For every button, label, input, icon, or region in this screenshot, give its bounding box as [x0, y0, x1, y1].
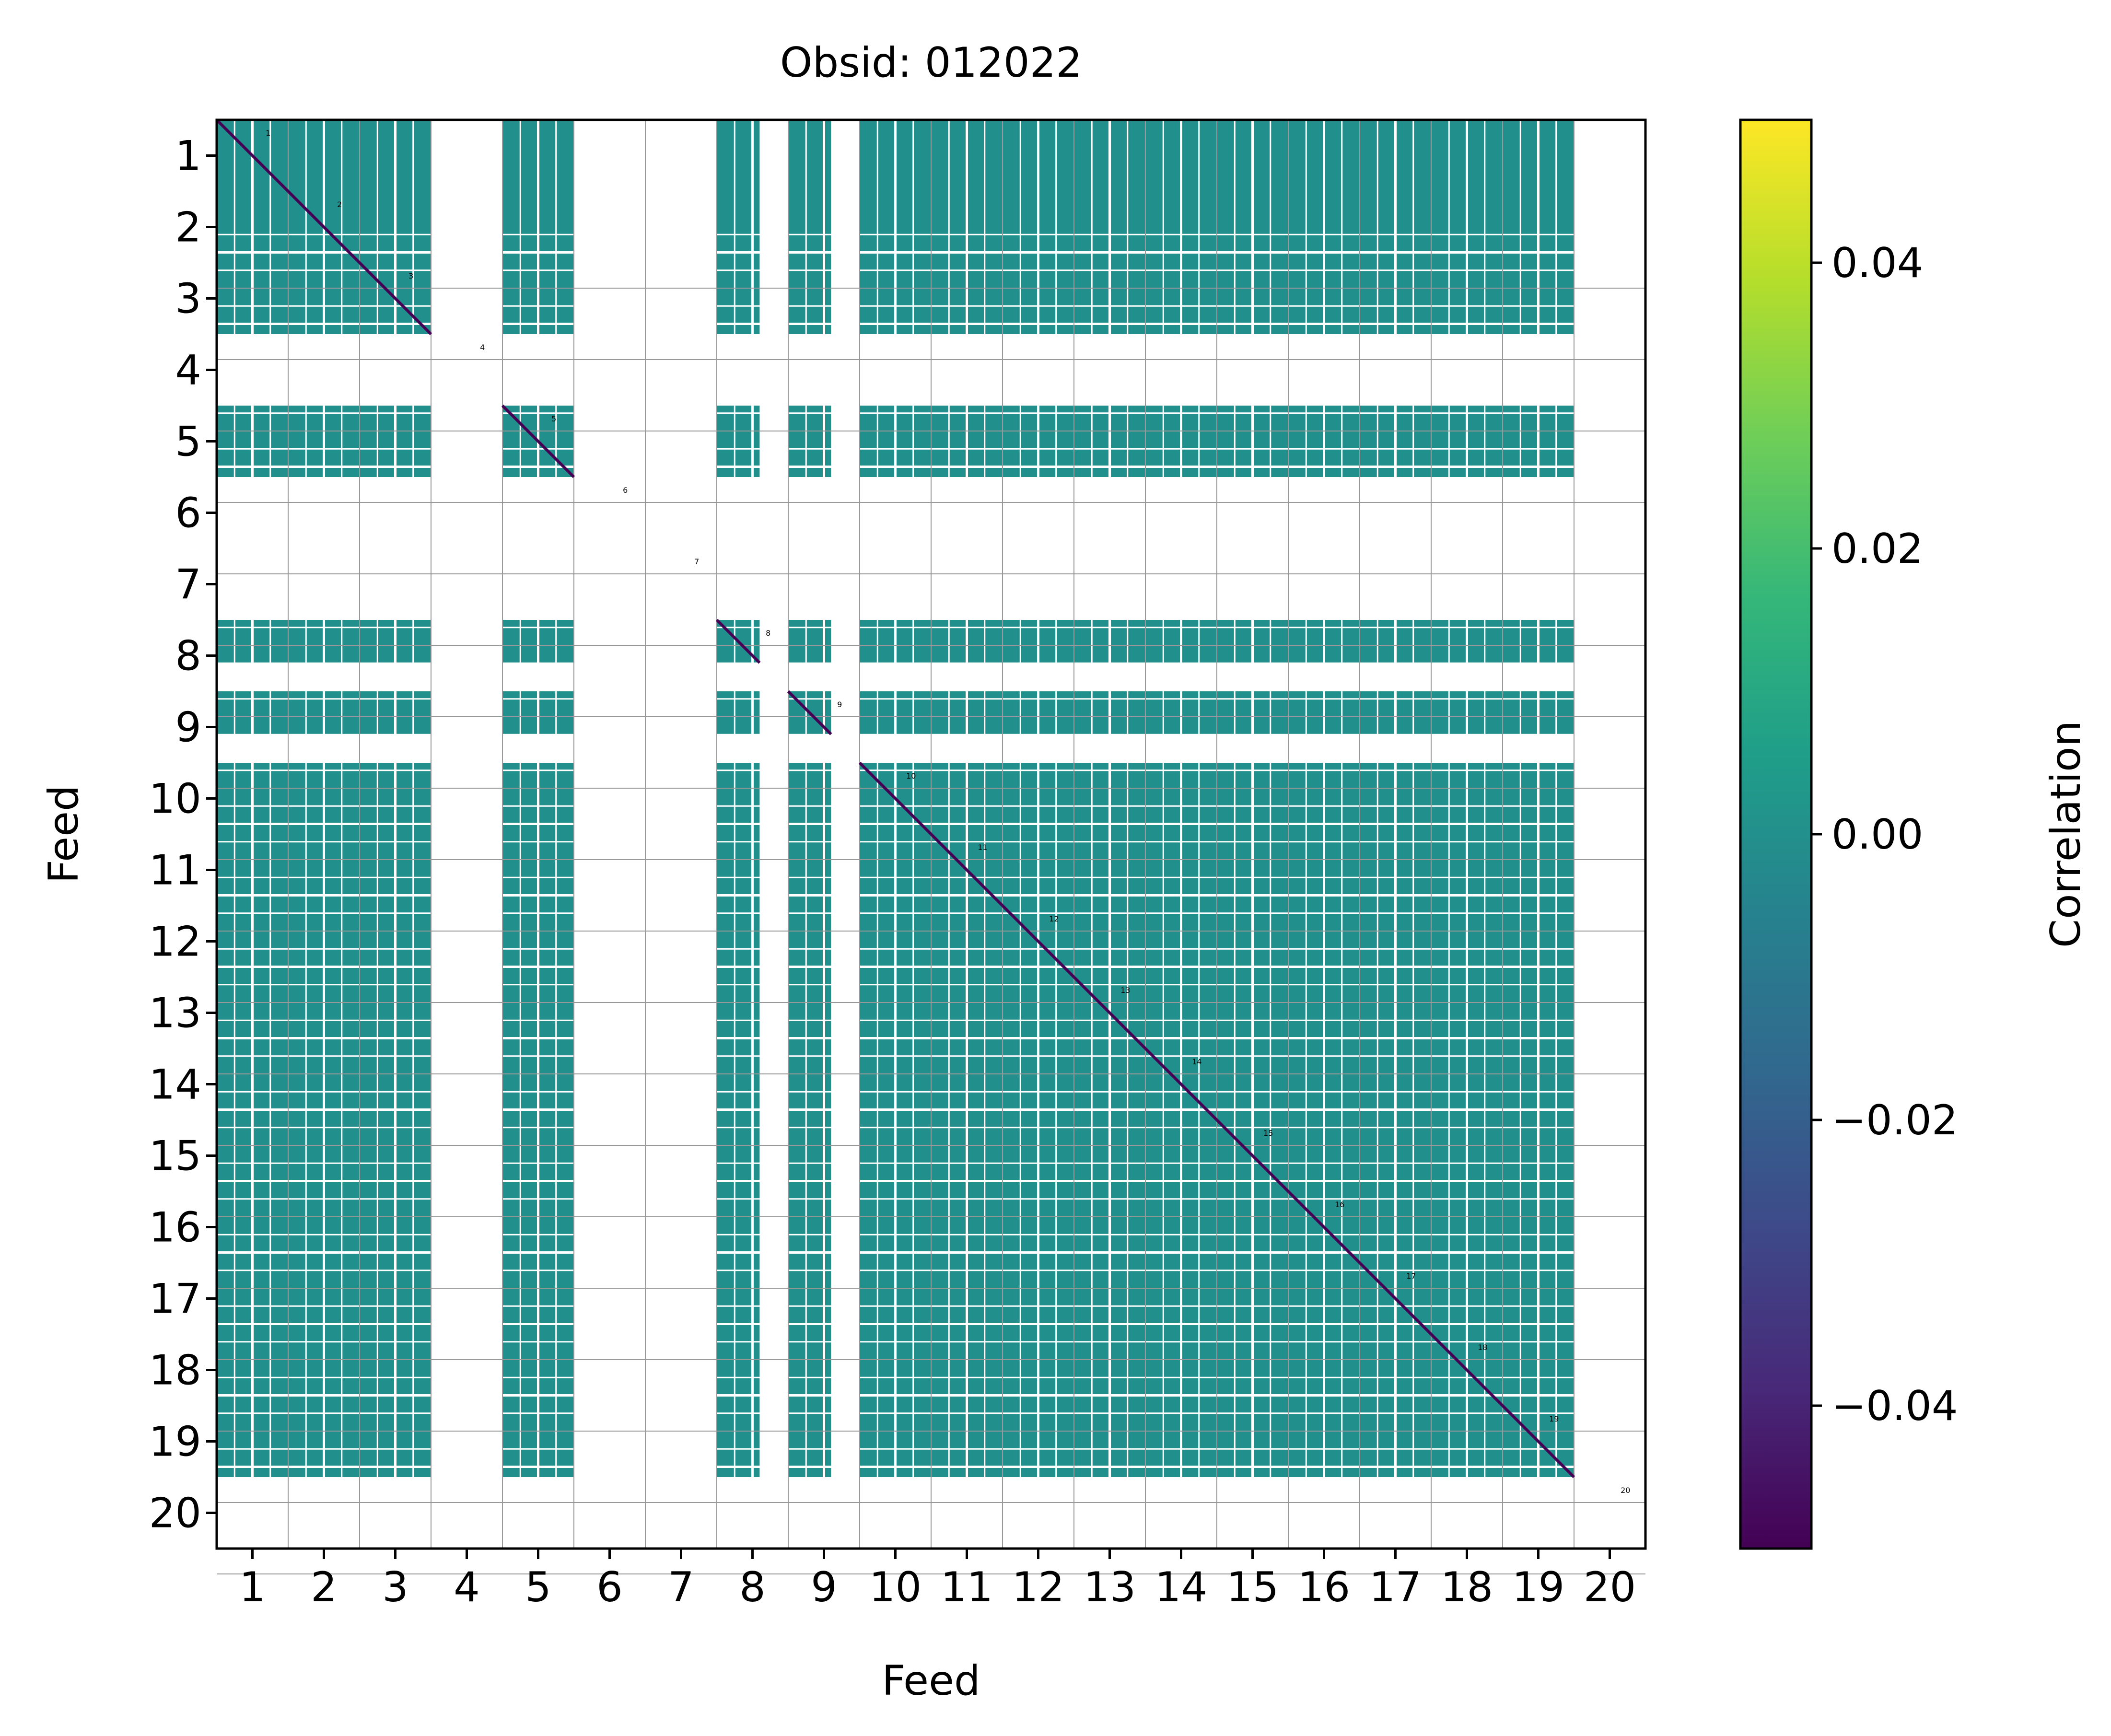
diagonal-segment-17	[1358, 1261, 1433, 1336]
feed-block-label: 19	[1549, 1414, 1559, 1423]
diagonal-segment-11	[930, 833, 1004, 907]
x-tick-label: 14	[1155, 1563, 1207, 1611]
x-tick-label: 5	[525, 1563, 551, 1611]
x-tick-label: 10	[869, 1563, 921, 1611]
diagonal-segment-12	[1001, 904, 1075, 979]
y-tick-label: 20	[149, 1490, 201, 1538]
y-tick-label: 16	[149, 1204, 201, 1252]
diagonal-segment-8	[715, 618, 761, 664]
diagonal-segment-5	[501, 404, 575, 478]
x-tick-label: 8	[739, 1563, 766, 1611]
feed-block-label: 14	[1192, 1057, 1201, 1066]
diagonal-segment-9	[787, 690, 832, 735]
x-tick-label: 13	[1084, 1563, 1136, 1611]
diagonal-segment-1	[217, 120, 290, 193]
feed-block-label: 3	[408, 271, 413, 280]
x-tick-label: 4	[454, 1563, 480, 1611]
y-tick-label: 14	[149, 1061, 201, 1109]
x-tick-label: 6	[596, 1563, 623, 1611]
colorbar-label: Correlation	[2042, 721, 2090, 948]
feed-block-label: 16	[1335, 1200, 1344, 1209]
y-tick-label: 13	[149, 990, 201, 1037]
y-tick-label: 8	[175, 632, 201, 680]
y-tick-label: 11	[149, 847, 201, 895]
feed-block-label: 1	[266, 128, 270, 138]
y-tick-label: 3	[175, 275, 201, 323]
feed-block-label: 18	[1478, 1343, 1487, 1352]
x-tick-label: 20	[1584, 1563, 1636, 1611]
feed-grid-lines	[217, 120, 1645, 1574]
feed-block-label: 15	[1263, 1129, 1273, 1138]
y-axis-label: Feed	[40, 785, 88, 883]
colorbar-tick-label: 0.04	[1831, 239, 1923, 287]
y-tick-label: 10	[149, 775, 201, 823]
y-tick-label: 7	[175, 561, 201, 609]
diagonal-segment-16	[1287, 1190, 1361, 1264]
x-tick-label: 11	[941, 1563, 993, 1611]
feed-block-label: 4	[480, 343, 485, 352]
diagonal-segment-3	[358, 261, 432, 336]
feed-block-label: 7	[694, 557, 699, 566]
x-tick-label: 3	[382, 1563, 408, 1611]
x-tick-label: 12	[1012, 1563, 1064, 1611]
colorbar-tick-label: 0.02	[1831, 525, 1923, 573]
diagonal-segment-13	[1073, 976, 1147, 1050]
y-tick-label: 9	[175, 704, 201, 752]
feed-block-label: 8	[766, 629, 770, 638]
diagonal-segment-10	[858, 761, 933, 836]
x-tick-label: 19	[1512, 1563, 1564, 1611]
diagonal-segment-15	[1215, 1118, 1290, 1193]
chart-title: Obsid: 012022	[780, 39, 1082, 87]
x-axis-label: Feed	[882, 1657, 980, 1705]
y-tick-label: 2	[175, 204, 201, 252]
diagonal-autocorrelation	[217, 120, 1575, 1479]
feed-block-label: 5	[551, 414, 556, 423]
y-tick-label: 15	[149, 1132, 201, 1180]
x-axis-ticks: 1 2 3 4 5 6 7 8 9 10 11 12 13 14 15 16 17 18 19 20	[239, 1549, 1636, 1611]
feed-block-label: 10	[906, 771, 916, 781]
y-tick-label: 6	[175, 489, 201, 537]
plot-frame	[215, 118, 1647, 1550]
y-tick-label: 1	[175, 132, 201, 180]
y-tick-label: 18	[149, 1347, 201, 1395]
colorbar-tick-label: −0.02	[1831, 1096, 1958, 1144]
colorbar-ticks: −0.04 −0.02 0.00 0.02 0.04	[1811, 239, 1958, 1430]
colorbar	[1739, 118, 1813, 1550]
x-tick-label: 17	[1369, 1563, 1422, 1611]
colorbar-tick-label: −0.04	[1831, 1382, 1958, 1430]
x-tick-label: 2	[311, 1563, 337, 1611]
diagonal-segment-2	[287, 190, 361, 264]
colorbar-tick-label: 0.00	[1831, 811, 1923, 859]
x-tick-label: 16	[1298, 1563, 1350, 1611]
feed-block-label: 9	[837, 700, 842, 709]
y-tick-label: 12	[149, 918, 201, 966]
y-tick-label: 17	[149, 1275, 201, 1323]
feed-block-label: 2	[337, 200, 342, 209]
diagonal-segment-14	[1144, 1047, 1218, 1121]
x-tick-label: 9	[811, 1563, 837, 1611]
feed-block-label: 17	[1406, 1271, 1416, 1281]
diagonal-segment-18	[1430, 1333, 1504, 1407]
feed-block-label: 20	[1621, 1486, 1630, 1495]
x-tick-label: 15	[1226, 1563, 1279, 1611]
feed-block-label: 11	[978, 843, 987, 852]
feed-block-label: 13	[1120, 986, 1130, 995]
diagonal-segment-19	[1501, 1404, 1575, 1479]
y-tick-label: 19	[149, 1418, 201, 1466]
y-tick-label: 4	[175, 347, 201, 395]
feed-block-label: 12	[1049, 914, 1059, 923]
x-tick-label: 18	[1441, 1563, 1493, 1611]
x-tick-label: 1	[239, 1563, 266, 1611]
y-tick-label: 5	[175, 418, 201, 466]
x-tick-label: 7	[668, 1563, 694, 1611]
feed-block-label: 6	[623, 486, 628, 495]
